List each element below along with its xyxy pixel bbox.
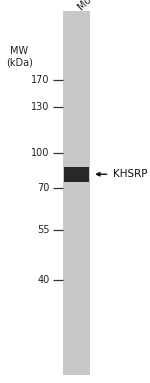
Text: Mouse brain: Mouse brain xyxy=(76,0,126,13)
Text: KHSRP: KHSRP xyxy=(112,169,147,179)
Bar xyxy=(64,167,89,182)
Bar xyxy=(63,11,90,375)
Text: 70: 70 xyxy=(37,183,50,193)
Text: 100: 100 xyxy=(31,148,50,158)
Text: 55: 55 xyxy=(37,225,50,235)
Text: MW
(kDa): MW (kDa) xyxy=(6,46,33,67)
Text: 170: 170 xyxy=(31,75,50,85)
Text: 40: 40 xyxy=(37,275,50,285)
Text: 130: 130 xyxy=(31,102,50,112)
